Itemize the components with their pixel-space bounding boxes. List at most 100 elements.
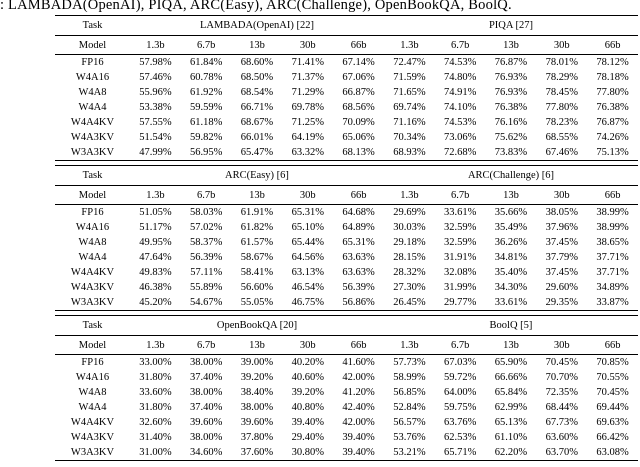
metric-cell: 33.61%	[494, 297, 528, 308]
metric-cell: 63.76%	[443, 417, 477, 428]
metric-cell: 40.80%	[291, 402, 324, 413]
metric-cell: 68.13%	[342, 147, 375, 158]
size-column-header: 30b	[282, 335, 334, 355]
metric-cell: 38.65%	[596, 237, 629, 248]
metric-cell: 61.57%	[240, 237, 274, 248]
metric-cell: 66.66%	[494, 372, 528, 383]
metric-cell: 77.80%	[545, 102, 578, 113]
metric-cell: 62.53%	[443, 432, 477, 443]
metric-cell: 31.99%	[443, 282, 477, 293]
metric-cell: 38.05%	[545, 207, 578, 218]
table-row: W3A3KV 31.00% 34.60% 37.60% 30.80% 39.40% 53.2…	[55, 445, 638, 461]
metric-cell: 46.75%	[291, 297, 324, 308]
metric-cell: 70.34%	[393, 132, 426, 143]
metric-cell: 62.20%	[494, 447, 528, 458]
task-header-label: Task	[55, 165, 130, 186]
table-row: W4A16 31.80% 37.40% 39.20% 40.60% 42.00% 58.99…	[55, 370, 638, 385]
model-name: W3A3KV	[70, 447, 115, 458]
model-name: W4A4	[78, 102, 107, 113]
metric-cell: 46.38%	[139, 282, 172, 293]
table-row: W4A4KV 57.55% 61.18% 68.67% 71.25% 70.09% 71.1…	[55, 115, 638, 130]
metric-cell: 42.00%	[342, 372, 375, 383]
metric-cell: 37.71%	[596, 252, 629, 263]
metric-cell: 28.32%	[393, 267, 426, 278]
size-column-header: 30b	[536, 35, 588, 55]
table-row: W4A4KV 32.60% 39.60% 39.60% 39.40% 42.00% 56.5…	[55, 415, 638, 430]
metric-cell: 61.10%	[494, 432, 528, 443]
metric-cell: 68.44%	[545, 402, 578, 413]
model-name: W4A8	[78, 387, 107, 398]
metric-cell: 64.56%	[291, 252, 324, 263]
metric-cell: 67.46%	[545, 147, 578, 158]
metric-cell: 73.06%	[443, 132, 477, 143]
metric-cell: 69.63%	[596, 417, 629, 428]
benchmark-results-tables: Task LAMBADA(OpenAI) [22] PIQA [27] Model 1.…	[55, 15, 638, 461]
task-group-header: LAMBADA(OpenAI) [22]	[130, 15, 384, 36]
model-header-row: Model 1.3b 6.7b 13b 30b 66b 1.3b 6.7b 13b 30b 66b	[55, 185, 638, 205]
metric-cell: 37.45%	[545, 237, 578, 248]
metric-cell: 38.40%	[240, 387, 274, 398]
table-row: W4A16 51.17% 57.02% 61.82% 65.10% 64.89% 30.03…	[55, 220, 638, 235]
metric-cell: 71.29%	[291, 87, 324, 98]
metric-cell: 63.13%	[291, 267, 324, 278]
metric-cell: 57.55%	[139, 117, 172, 128]
metric-cell: 71.25%	[291, 117, 324, 128]
model-name: W4A4	[78, 402, 107, 413]
metric-cell: 68.67%	[240, 117, 274, 128]
metric-cell: 66.87%	[342, 87, 375, 98]
model-header-label: Model	[55, 35, 130, 55]
table-row: W4A8 33.60% 38.00% 38.40% 39.20% 41.20% 56.85%…	[55, 385, 638, 400]
metric-cell: 78.23%	[545, 117, 578, 128]
metric-cell: 41.60%	[342, 357, 375, 368]
table-row: FP16 33.00% 38.00% 39.00% 40.20% 41.60% 57.73%…	[55, 355, 638, 371]
model-header-row: Model 1.3b 6.7b 13b 30b 66b 1.3b 6.7b 13b 30b 66b	[55, 335, 638, 355]
metric-cell: 55.96%	[139, 87, 172, 98]
size-column-header: 6.7b	[434, 185, 486, 205]
table-row: W4A4 53.38% 59.59% 66.71% 69.78% 68.56% 69.74%…	[55, 100, 638, 115]
metric-cell: 39.00%	[240, 357, 274, 368]
model-header-label: Model	[55, 185, 130, 205]
metric-cell: 66.42%	[596, 432, 629, 443]
size-column-header: 13b	[485, 185, 537, 205]
metric-cell: 49.95%	[139, 237, 172, 248]
metric-cell: 68.50%	[240, 72, 274, 83]
metric-cell: 30.03%	[393, 222, 426, 233]
task-header-label: Task	[55, 315, 130, 336]
table-row: W4A3KV 51.54% 59.82% 66.01% 64.19% 65.06% 70.3…	[55, 130, 638, 145]
model-name: W4A3KV	[70, 282, 115, 293]
metric-cell: 51.54%	[139, 132, 172, 143]
metric-cell: 54.67%	[190, 297, 223, 308]
metric-cell: 72.35%	[545, 387, 578, 398]
metric-cell: 56.39%	[342, 282, 375, 293]
metric-cell: 69.78%	[291, 102, 324, 113]
metric-cell: 29.35%	[545, 297, 578, 308]
size-column-header: 30b	[536, 335, 588, 355]
metric-cell: 27.30%	[393, 282, 426, 293]
size-column-header: 1.3b	[130, 335, 181, 355]
metric-cell: 56.60%	[240, 282, 274, 293]
metric-cell: 33.00%	[139, 357, 172, 368]
metric-cell: 55.05%	[240, 297, 274, 308]
size-column-header: 1.3b	[130, 185, 181, 205]
size-column-header: 6.7b	[180, 35, 232, 55]
metric-cell: 53.38%	[139, 102, 172, 113]
model-name: FP16	[81, 207, 104, 218]
metric-cell: 32.59%	[443, 237, 477, 248]
metric-cell: 59.72%	[443, 372, 477, 383]
metric-cell: 67.03%	[443, 357, 477, 368]
metric-cell: 74.10%	[443, 102, 477, 113]
metric-cell: 63.08%	[596, 447, 629, 458]
metric-cell: 71.41%	[291, 57, 324, 68]
model-name: W4A8	[78, 237, 107, 248]
metric-cell: 59.59%	[190, 102, 223, 113]
metric-cell: 70.70%	[545, 372, 578, 383]
model-name: FP16	[81, 357, 104, 368]
benchmark-table-0: Task LAMBADA(OpenAI) [22] PIQA [27] Model 1.…	[55, 15, 638, 161]
metric-cell: 29.60%	[545, 282, 578, 293]
metric-cell: 76.87%	[494, 57, 528, 68]
metric-cell: 51.05%	[139, 207, 172, 218]
model-name: W4A4KV	[70, 267, 115, 278]
metric-cell: 74.53%	[443, 57, 477, 68]
table-row: W3A3KV 47.99% 56.95% 65.47% 63.32% 68.13% 68.9…	[55, 145, 638, 161]
metric-cell: 28.15%	[393, 252, 426, 263]
